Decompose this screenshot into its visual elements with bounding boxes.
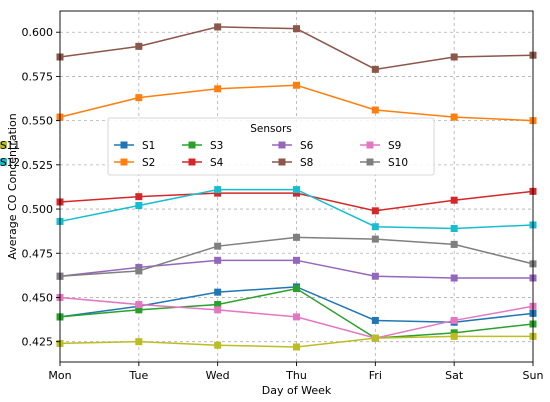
data-point [450,113,458,121]
data-point [371,316,379,324]
y-tick-label: 0.425 [22,336,54,349]
data-point [293,186,300,194]
data-point [135,267,143,275]
series-s10 [56,233,537,280]
legend: Sensors S1 S2 S3 S4 S6 S8 S9 S10 S11 S12 [0,117,435,176]
legend-swatch-marker [0,141,7,149]
data-point [293,81,300,89]
data-point [371,334,379,342]
legend-item-s2: S2 [114,157,155,169]
data-point [214,85,222,93]
legend-item-s4: S4 [182,157,224,169]
data-point [293,25,300,33]
legend-label: S1 [142,140,155,152]
data-point [135,202,143,210]
x-tick-label: Wed [206,369,230,382]
legend-swatch-marker [0,158,7,166]
legend-swatch-marker [188,158,196,166]
data-point [450,240,458,248]
legend-item-s6: S6 [272,140,314,152]
data-point [371,106,379,114]
data-point [293,285,300,293]
data-point [450,332,458,340]
y-tick-label: 0.550 [22,115,54,128]
legend-item-s3: S3 [182,140,223,152]
x-axis: Mon Tue Wed Thu Fri Sat Sun [48,362,543,382]
x-tick-label: Tue [128,369,148,382]
data-point [214,242,222,250]
data-point [214,23,222,31]
data-point [450,224,458,232]
legend-item-s8: S8 [272,157,313,169]
data-point [450,53,458,61]
data-point [214,301,222,309]
legend-label: S9 [388,140,401,152]
data-point [371,65,379,73]
legend-label: S2 [142,157,155,169]
data-point [135,306,143,314]
data-point [214,341,222,349]
data-point [450,316,458,324]
legend-swatch-marker [188,141,196,149]
y-axis: 0.425 0.450 0.475 0.500 0.525 0.550 0.575 0.600 [22,26,60,349]
legend-label: S11 [0,140,20,152]
data-point [214,306,222,314]
legend-item-s1: S1 [114,140,155,152]
data-point [135,42,143,50]
data-point [450,329,458,337]
legend-label: S4 [210,157,224,169]
x-tick-label: Sun [523,369,544,382]
legend-swatch-marker [366,141,374,149]
legend-swatch-marker [278,141,286,149]
x-tick-label: Fri [369,369,382,382]
y-tick-label: 0.575 [22,70,54,83]
data-point [293,343,300,351]
x-axis-label: Day of Week [262,384,332,397]
x-tick-label: Mon [48,369,71,382]
legend-label: S3 [210,140,223,152]
y-tick-label: 0.450 [22,291,54,304]
data-point [293,313,300,321]
data-point [371,235,379,243]
data-point [135,94,143,102]
y-tick-label: 0.500 [22,203,54,216]
x-tick-label: Thu [285,369,307,382]
data-point [135,338,143,346]
y-tick-label: 0.475 [22,247,54,260]
data-point [293,233,300,241]
x-tick-label: Sat [445,369,464,382]
legend-swatch-marker [278,158,286,166]
data-point [450,196,458,204]
legend-swatch-marker [120,158,128,166]
data-point [214,189,222,197]
data-point [214,186,222,194]
data-point [135,193,143,201]
data-point [293,256,300,264]
data-point [135,263,143,271]
legend-title: Sensors [250,123,291,135]
legend-item-s11: S11 [0,140,20,152]
y-tick-label: 0.525 [22,159,54,172]
data-point [371,207,379,215]
data-point [371,272,379,280]
legend-item-s10: S10 [360,157,408,169]
legend-item-s9: S9 [360,140,401,152]
legend-swatch-marker [366,158,374,166]
legend-label: S10 [388,157,408,169]
y-axis-label: Average CO Concentration [6,113,19,259]
legend-label: S8 [300,157,313,169]
legend-item-s12: S12 [0,157,20,169]
data-point [450,274,458,282]
y-tick-label: 0.600 [22,26,54,39]
legend-label: S6 [300,140,314,152]
data-point [371,223,379,231]
legend-label: S12 [0,157,20,169]
data-point [293,189,300,197]
data-point [135,301,143,309]
data-point [214,288,222,296]
data-point [214,256,222,264]
legend-swatch-marker [120,141,128,149]
